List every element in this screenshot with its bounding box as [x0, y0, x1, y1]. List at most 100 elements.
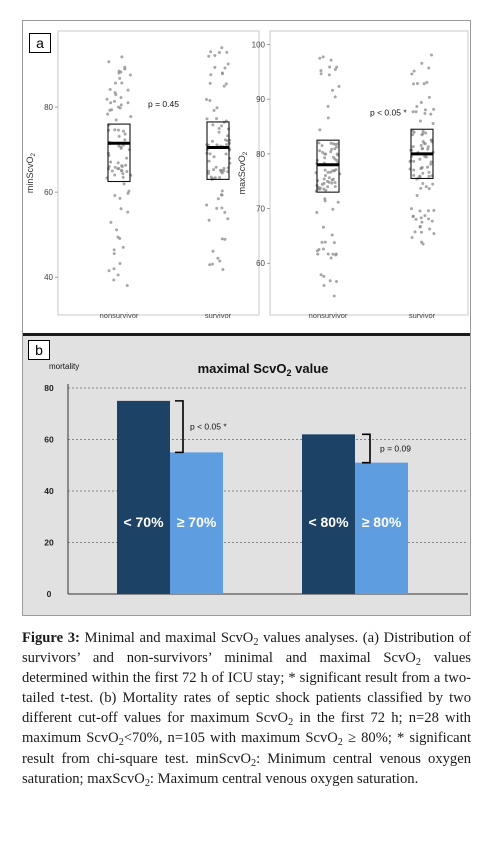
data-point — [334, 280, 338, 284]
data-point — [121, 245, 125, 249]
data-point — [419, 167, 423, 171]
box-iqr — [206, 121, 230, 180]
data-point — [114, 118, 118, 122]
data-point — [220, 237, 224, 241]
data-point — [212, 155, 216, 159]
data-point — [421, 242, 425, 246]
data-point — [216, 256, 220, 260]
data-point — [123, 65, 127, 69]
data-point — [113, 165, 117, 169]
data-point — [331, 207, 335, 211]
data-point — [332, 294, 336, 298]
data-point — [315, 249, 319, 253]
data-point — [326, 185, 330, 189]
data-point — [223, 66, 227, 70]
data-point — [326, 116, 330, 120]
data-point — [424, 131, 428, 135]
data-point — [411, 82, 415, 86]
caption-text: : Maximum central venous oxygen saturati… — [149, 770, 419, 787]
data-point — [329, 256, 333, 260]
data-point — [431, 122, 435, 126]
data-point — [109, 220, 113, 224]
data-point — [212, 109, 216, 113]
y-tick-label: 0 — [47, 589, 52, 599]
data-point — [323, 240, 327, 244]
significance-bracket — [362, 433, 371, 464]
data-point — [119, 169, 123, 173]
data-point — [113, 81, 117, 85]
data-point — [207, 169, 211, 173]
data-point — [116, 273, 120, 277]
data-point — [209, 50, 213, 54]
data-point — [419, 230, 423, 234]
data-point — [432, 208, 436, 212]
data-point — [319, 273, 323, 277]
data-point — [323, 156, 327, 160]
data-point — [106, 112, 110, 116]
x-category-label: survivor — [409, 311, 436, 320]
data-point — [125, 170, 129, 174]
data-point — [318, 56, 322, 60]
data-point — [335, 158, 339, 162]
caption-text: : Minimum central venous oxygen saturati… — [22, 750, 471, 787]
data-point — [418, 209, 422, 213]
data-point — [223, 237, 227, 241]
data-point — [330, 233, 334, 237]
data-point — [109, 101, 113, 105]
y-axis-label: minScvO2 — [25, 153, 37, 194]
plot-frame — [269, 30, 469, 316]
data-point — [218, 168, 222, 172]
data-point — [217, 127, 221, 131]
data-point — [412, 69, 416, 73]
box-plot-2: 60 70 80 90 100 maxScvO2 nonsurvivor survivor p … — [237, 30, 469, 320]
data-point — [337, 84, 341, 88]
data-point — [224, 82, 228, 86]
data-point — [418, 224, 422, 228]
significance-bracket — [175, 400, 184, 454]
data-point — [331, 155, 335, 159]
data-point — [423, 214, 427, 218]
data-point — [421, 146, 425, 150]
caption-subscript: 2 — [118, 737, 124, 749]
caption-subscript: 2 — [337, 737, 343, 749]
data-point — [425, 80, 429, 84]
data-point — [330, 147, 334, 151]
data-point — [205, 203, 209, 207]
panel-a-chart: 40 60 80 minScvO2 nonsurvivor survivor p = 0.4… — [25, 30, 469, 320]
data-point — [333, 142, 337, 146]
data-point — [421, 132, 425, 136]
data-point — [322, 187, 326, 191]
y-tick-label: 60 — [44, 435, 54, 445]
data-point — [426, 147, 430, 151]
caption-text: in the first 72 h; n=28 with maximum Scv… — [22, 710, 471, 747]
data-point — [112, 99, 116, 103]
data-point — [216, 197, 220, 201]
data-point — [218, 176, 222, 180]
data-point — [220, 193, 224, 197]
caption-subscript: 2 — [144, 777, 150, 789]
data-point — [119, 207, 123, 211]
data-point — [129, 115, 133, 119]
data-point — [419, 143, 423, 147]
data-point — [415, 104, 419, 108]
data-point — [119, 145, 123, 149]
data-point — [327, 73, 331, 77]
data-point — [215, 117, 219, 121]
box-plot-1: 40 60 80 minScvO2 nonsurvivor survivor p = 0.4… — [25, 30, 260, 320]
data-point — [319, 69, 323, 73]
data-point — [117, 71, 121, 75]
panel-b-tag: b — [28, 340, 50, 360]
data-point — [222, 169, 226, 173]
data-point — [333, 95, 337, 99]
data-point — [119, 103, 123, 107]
data-point — [432, 107, 436, 111]
data-point — [323, 168, 327, 172]
panel-divider — [23, 333, 470, 336]
data-point — [322, 284, 326, 288]
data-point — [211, 249, 215, 253]
data-point — [421, 182, 425, 186]
data-point — [116, 161, 120, 165]
bar-label: < 80% — [308, 514, 349, 530]
x-category-label: nonsurvivor — [100, 311, 139, 320]
data-point — [127, 189, 131, 193]
